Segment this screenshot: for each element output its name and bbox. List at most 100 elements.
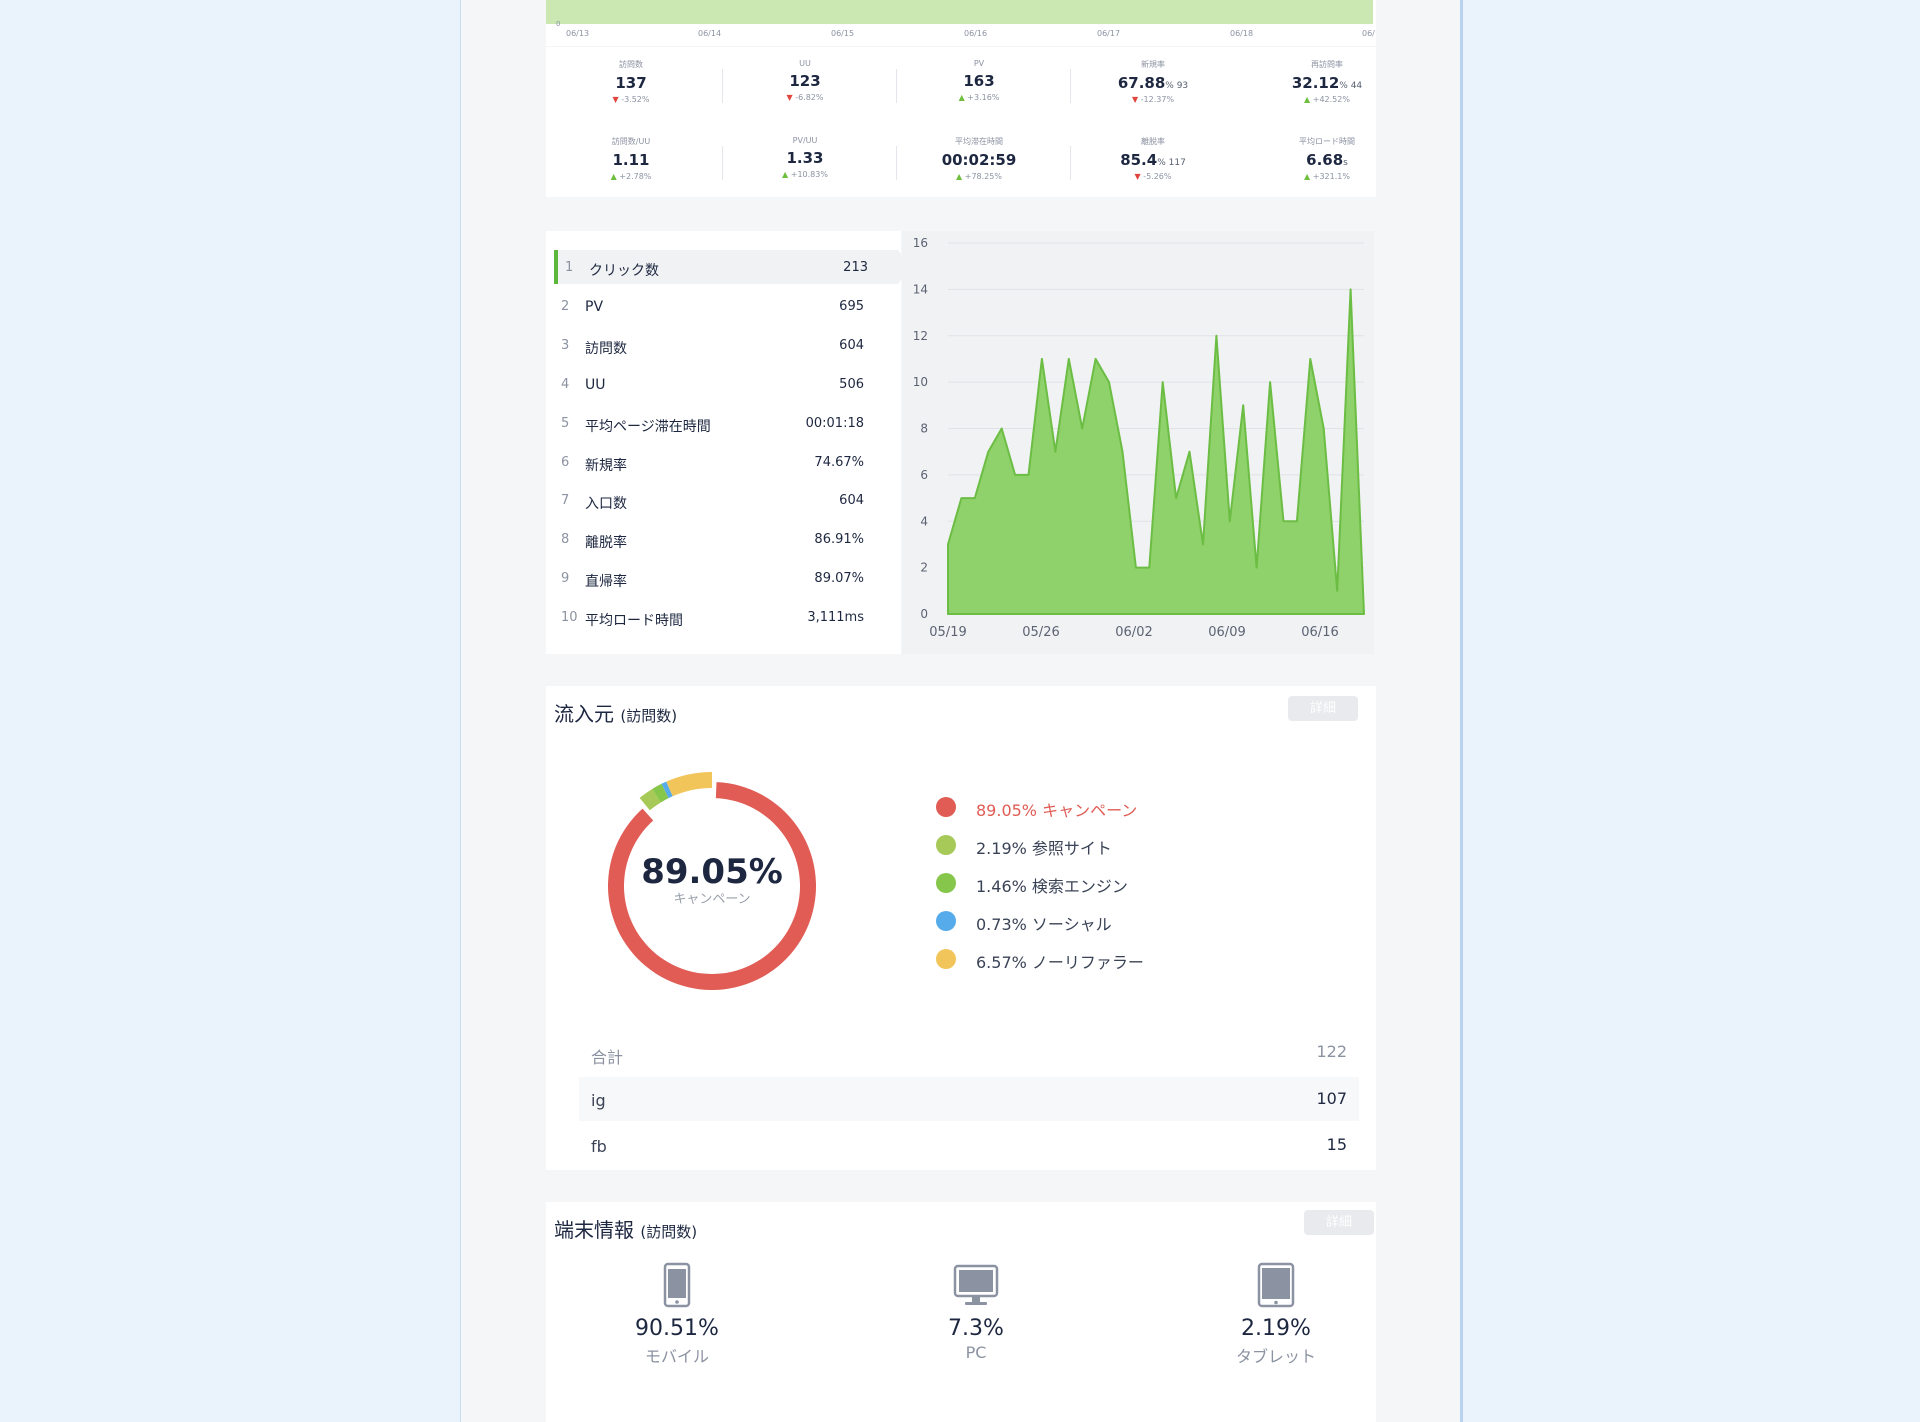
- stat-value: 6.68s: [1252, 151, 1402, 169]
- ranking-label: 平均ページ滞在時間: [585, 418, 711, 435]
- ranking-item[interactable]: 8 離脱率 86.91%: [554, 522, 894, 556]
- y-tick-label: 16: [913, 236, 928, 250]
- legend-dot: [936, 873, 956, 893]
- device-info-detail-button[interactable]: 詳細: [1304, 1210, 1374, 1235]
- mobile-icon: [663, 1262, 691, 1308]
- traffic-source-card: 流入元 (訪問数) 詳細 89.05% キャンペーン 89.05% キャンペーン…: [546, 686, 1376, 1170]
- stat-value-number: 85.4: [1120, 151, 1158, 169]
- trend-up-icon: ▲: [1304, 172, 1311, 181]
- stat-change: ▲ +78.25%: [904, 172, 1054, 181]
- stat-label: PV/UU: [792, 136, 818, 145]
- device-info-subtitle: (訪問数): [640, 1223, 698, 1241]
- ranking-number: 10: [561, 610, 578, 626]
- y-tick-label: 10: [913, 375, 928, 389]
- stat-change: ▲ +321.1%: [1252, 172, 1402, 181]
- stat-change-value: +2.78%: [619, 172, 652, 181]
- ranking-value: 604: [839, 337, 864, 353]
- traffic-donut-chart: [608, 772, 816, 990]
- ranking-item[interactable]: 6 新規率 74.67%: [554, 445, 894, 479]
- legend-label: 参照サイト: [1031, 839, 1112, 858]
- stat-value-number: 123: [789, 72, 821, 90]
- stat-separator: [1070, 146, 1071, 180]
- stat-separator: [722, 69, 723, 103]
- stat-label: 新規率: [1141, 60, 1165, 69]
- mini-timeline-chart: 0 06/13 06/14 06/15 06/16 06/17 06/18 06…: [546, 0, 1376, 46]
- ranking-item[interactable]: 1 クリック数 213: [554, 250, 910, 284]
- trend-down-icon: ▼: [786, 93, 793, 102]
- stat-item: UU 123 ▼ -6.82%: [730, 59, 880, 102]
- ranking-value: 89.07%: [814, 571, 864, 587]
- donut-slice[interactable]: [652, 783, 669, 803]
- desktop-icon: [953, 1264, 999, 1305]
- ranking-value: 213: [843, 260, 868, 275]
- trend-up-icon: ▲: [1304, 95, 1311, 104]
- stat-item: 訪問数 137 ▼ -3.52%: [556, 59, 706, 104]
- mini-chart-tick: 06/13: [566, 29, 590, 38]
- legend-percent: 1.46%: [976, 877, 1027, 896]
- summary-stats: 訪問数 137 ▼ -3.52% UU 123 ▼ -6.82% PV 163 ▲ +3.16%…: [546, 47, 1376, 197]
- legend-label: キャンペーン: [1042, 801, 1138, 820]
- stat-value: 123: [730, 72, 880, 90]
- stat-label: 平均ロード時間: [1299, 137, 1355, 146]
- ranking-label: 入口数: [585, 496, 627, 513]
- metric-ranking-list: 1 クリック数 213 2 PV 695 3 訪問数 604 4 UU 506 5 平均ページ滞在時間 00…: [546, 231, 910, 654]
- traffic-source-title-text: 流入元: [554, 702, 614, 726]
- ranking-item[interactable]: 9 直帰率 89.07%: [554, 561, 894, 595]
- ranking-label: クリック数: [589, 263, 659, 279]
- stat-value: 85.4% 117: [1078, 151, 1228, 169]
- stat-label: 訪問数: [619, 60, 643, 69]
- ranking-value: 86.91%: [814, 532, 864, 548]
- donut-center-percent: 89.05%: [641, 852, 783, 892]
- legend-text: 1.46% 検索エンジン: [976, 873, 1128, 897]
- source-total-value: 122: [1316, 1042, 1347, 1061]
- area-chart-svg: 0 2 4 6 8 10 12 14 16 05/19 05/26 06/02 06/09 06/16: [913, 236, 1365, 640]
- device-percent: 7.3%: [948, 1316, 1004, 1341]
- ranking-item[interactable]: 3 訪問数 604: [554, 328, 894, 362]
- area-series: [947, 288, 1365, 615]
- ranking-number: 5: [561, 415, 570, 431]
- ranking-number: 7: [561, 493, 570, 509]
- stat-item: 離脱率 85.4% 117 ▼ -5.26%: [1078, 136, 1228, 181]
- stat-value: 00:02:59: [904, 151, 1054, 169]
- stat-change: ▼ -6.82%: [730, 93, 880, 102]
- trend-up-icon: ▲: [958, 93, 965, 102]
- device-label: PC: [965, 1343, 987, 1362]
- donut-slice[interactable]: [639, 788, 661, 811]
- mini-chart-tick: 06/16: [964, 29, 988, 38]
- ranking-value: 506: [839, 376, 864, 392]
- stat-separator: [896, 69, 897, 103]
- ranking-item[interactable]: 5 平均ページ滞在時間 00:01:18: [554, 406, 894, 440]
- stat-value-number: 00:02:59: [941, 151, 1017, 169]
- trend-down-icon: ▼: [1131, 95, 1139, 104]
- stat-item: 訪問数/UU 1.11 ▲ +2.78%: [556, 136, 706, 181]
- mini-chart-tick: 06/: [1362, 29, 1375, 38]
- stat-label: 離脱率: [1141, 137, 1165, 146]
- trend-down-icon: ▼: [612, 95, 619, 104]
- ranking-item[interactable]: 7 入口数 604: [554, 483, 894, 517]
- ranking-label: 新規率: [585, 457, 627, 474]
- legend-dot: [936, 911, 956, 931]
- donut-slice[interactable]: [666, 772, 712, 797]
- traffic-source-detail-button[interactable]: 詳細: [1288, 696, 1358, 721]
- ranking-item[interactable]: 10 平均ロード時間 3,111ms: [554, 600, 894, 634]
- legend-percent: 89.05%: [976, 801, 1038, 820]
- x-tick-label: 05/19: [929, 625, 966, 640]
- legend-dot: [936, 797, 956, 817]
- mini-chart-area: [546, 0, 1373, 24]
- donut-slice[interactable]: [661, 781, 673, 799]
- ranking-value: 604: [839, 493, 864, 509]
- stat-change-value: +42.52%: [1312, 95, 1350, 104]
- ranking-item[interactable]: 4 UU 506: [554, 367, 894, 401]
- stat-value-number: 6.68: [1306, 151, 1344, 169]
- stat-value: 163: [904, 72, 1054, 90]
- stat-value-number: 1.11: [612, 151, 650, 169]
- ranking-value: 00:01:18: [805, 415, 864, 431]
- stat-item: 新規率 67.88% 93 ▼ -12.37%: [1078, 59, 1228, 104]
- traffic-source-title: 流入元 (訪問数): [554, 698, 677, 727]
- stat-change: ▲ +2.78%: [556, 172, 706, 181]
- stat-item: 再訪問率 32.12% 44 ▲ +42.52%: [1252, 59, 1402, 104]
- ranking-item[interactable]: 2 PV 695: [554, 289, 894, 323]
- stat-change: ▼ -3.52%: [556, 95, 706, 104]
- legend-dot: [936, 835, 956, 855]
- mini-chart-zero-label: 0: [556, 20, 561, 28]
